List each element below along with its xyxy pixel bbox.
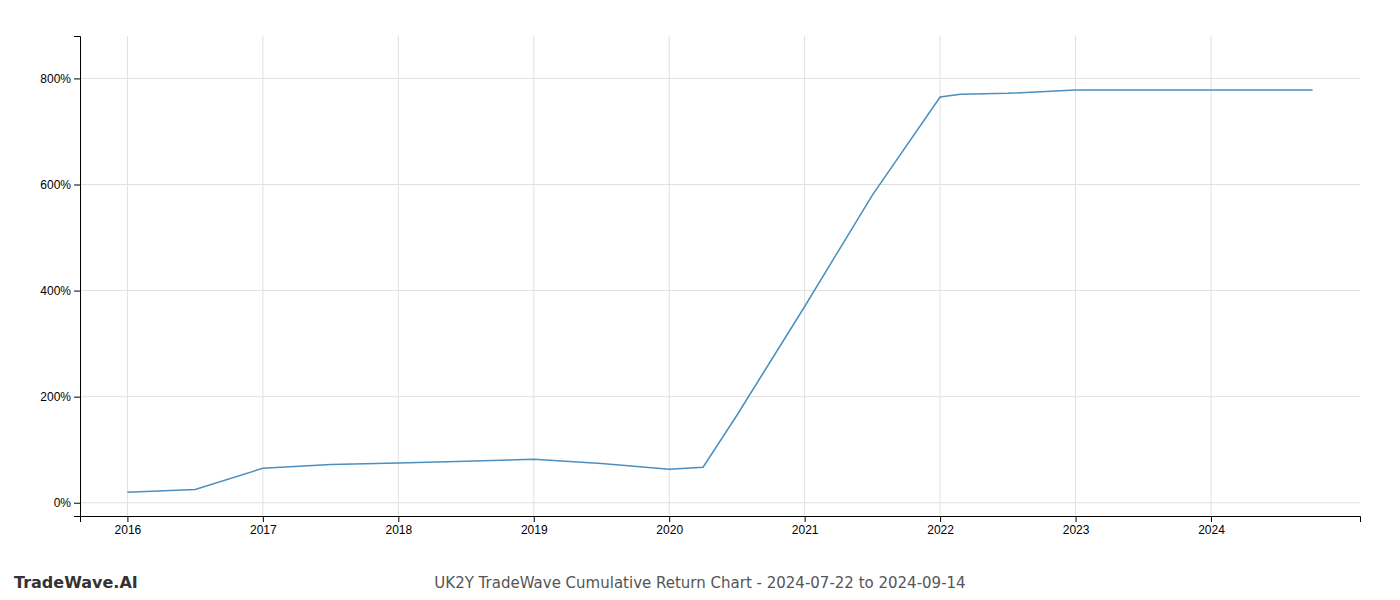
grid-line	[398, 36, 399, 516]
tick-mark	[940, 516, 941, 522]
tick-mark	[74, 503, 80, 504]
tick-label: 800%	[40, 72, 71, 86]
grid-line	[80, 502, 1360, 503]
plot: 2016 2017 2018 2019 2020 2021 2022 2023 2024 0% 20…	[40, 36, 1360, 537]
tick: 2021	[792, 516, 819, 537]
grid-line	[804, 36, 805, 516]
grid-line	[940, 36, 941, 516]
tick: 2019	[521, 516, 548, 537]
tick-mark	[669, 516, 670, 522]
chart: 2016 2017 2018 2019 2020 2021 2022 2023 2024 0% 20…	[0, 0, 1400, 600]
x-axis: 2016 2017 2018 2019 2020 2021 2022 2023 2024	[81, 516, 1361, 537]
title: UK2Y TradeWave Cumulative Return Chart -…	[434, 574, 965, 592]
tick: 2023	[1063, 516, 1090, 537]
grid-line	[80, 396, 1360, 397]
axis-line	[81, 517, 1361, 523]
grid-line	[262, 36, 263, 516]
tick-mark	[74, 185, 80, 186]
grid-line	[80, 78, 1360, 79]
tick-label: 200%	[40, 390, 71, 404]
grid-line	[1211, 36, 1212, 516]
grid-line	[127, 36, 128, 516]
tick-mark	[263, 516, 264, 522]
tick: 2024	[1198, 516, 1225, 537]
tick: 2020	[656, 516, 683, 537]
tick-mark	[1076, 516, 1077, 522]
grid-line	[1075, 36, 1076, 516]
tick-mark	[74, 397, 80, 398]
tick-label: 0%	[54, 496, 72, 510]
line	[127, 90, 1312, 492]
tick: 2022	[927, 516, 954, 537]
tick-label: 2016	[115, 523, 142, 537]
watermark: TradeWave.AI	[14, 573, 138, 592]
grid	[80, 36, 1360, 516]
tick-mark	[74, 78, 80, 79]
tick-mark	[398, 516, 399, 522]
tick-mark	[127, 516, 128, 522]
grid-line	[669, 36, 670, 516]
tick-label: 600%	[40, 178, 71, 192]
tick-mark	[1211, 516, 1212, 522]
tick-mark	[805, 516, 806, 522]
grid-line	[533, 36, 534, 516]
tick: 2016	[115, 516, 142, 537]
tick-label: 2020	[656, 523, 683, 537]
tick-mark	[74, 291, 80, 292]
tick: 400%	[40, 284, 80, 298]
tick-label: 2022	[927, 523, 954, 537]
tick-label: 400%	[40, 284, 71, 298]
tick: 0%	[54, 496, 80, 510]
tick: 200%	[40, 390, 80, 404]
y-axis: 0% 200% 400% 600% 800%	[40, 37, 80, 517]
tick: 600%	[40, 178, 80, 192]
axis-line	[74, 37, 81, 517]
tick: 2018	[385, 516, 412, 537]
grid-line	[80, 184, 1360, 185]
tick-label: 2021	[792, 523, 819, 537]
tick: 2017	[250, 516, 277, 537]
tick-label: 2019	[521, 523, 548, 537]
grid-line	[80, 290, 1360, 291]
marks	[127, 90, 1312, 492]
tick-label: 2017	[250, 523, 277, 537]
tick-label: 2018	[385, 523, 412, 537]
tick-label: 2023	[1063, 523, 1090, 537]
tick-label: 2024	[1198, 523, 1225, 537]
tick: 800%	[40, 72, 80, 86]
tick-mark	[534, 516, 535, 522]
